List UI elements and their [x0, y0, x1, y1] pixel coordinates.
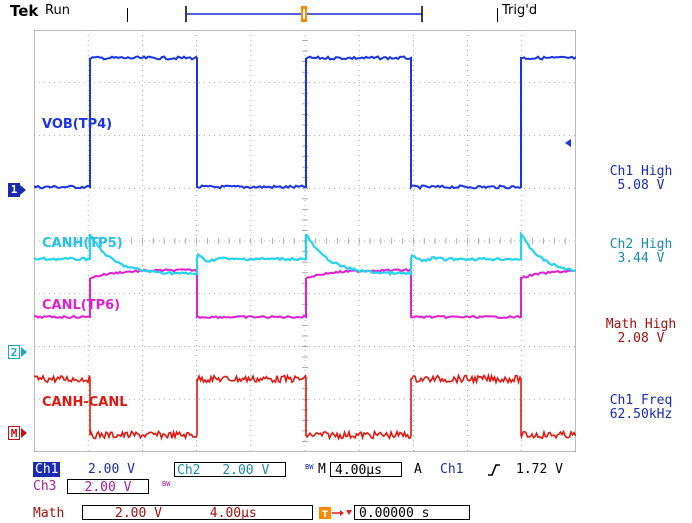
measurement-math-high: Math High 2.08 V — [586, 318, 692, 346]
measurement-value: 62.50kHz — [609, 407, 673, 422]
canl-waveform-label: CANL(TP6) — [42, 298, 120, 313]
math-readout[interactable]: 2.00 V 4.00µs — [82, 505, 313, 521]
bw-limit-icon: BW — [305, 463, 314, 471]
ch2-scale: 2.00 V — [222, 463, 270, 478]
record-position-indicator — [185, 6, 423, 22]
timebase-value[interactable]: 4.00µs — [330, 462, 402, 478]
ch1-ground-marker[interactable]: 1 — [8, 183, 20, 197]
measurement-ch1-freq: Ch1 Freq 62.50kHz — [586, 394, 692, 422]
math-waveform-label: CANH-CANL — [42, 395, 128, 410]
status-divider — [497, 8, 498, 22]
math-timebase: 4.00µs — [209, 506, 257, 521]
measurement-label: Ch1 Freq — [609, 393, 673, 408]
canh-waveform-label: CANH(TP5) — [42, 236, 123, 251]
status-bar: Tek Run Trig'd — [0, 0, 692, 30]
oscilloscope-display[interactable]: VOB(TP4) CANH(TP5) CANL(TP6) CANH-CANL — [34, 30, 576, 452]
status-divider — [127, 8, 128, 22]
measurement-value: 2.08 V — [617, 331, 665, 346]
ch2-marker-arrow — [21, 347, 27, 357]
brand-logo: Tek — [10, 2, 39, 20]
measurement-label: Ch2 High — [609, 237, 673, 252]
measurement-label: Math High — [605, 317, 677, 332]
math-marker-arrow — [21, 428, 27, 438]
math-ground-marker[interactable]: M — [8, 426, 20, 440]
ch1-waveform-label: VOB(TP4) — [42, 117, 112, 132]
waveforms — [34, 55, 576, 441]
math-label[interactable]: Math — [33, 506, 65, 521]
ch2-readout[interactable]: Ch2 2.00 V — [174, 462, 286, 478]
bw-limit-icon: BW — [162, 480, 171, 488]
ch1-waveform — [34, 55, 576, 191]
acquisition-status: Run — [45, 3, 70, 18]
ch1-scale: 2.00 V — [88, 462, 135, 477]
trigger-offset-value[interactable]: 0.00000 s — [354, 505, 470, 521]
timebase-label: M — [318, 462, 326, 477]
trigger-mode: A — [414, 462, 422, 477]
trigger-level-marker[interactable] — [565, 139, 571, 147]
trigger-offset-icon: T — [319, 507, 352, 520]
svg-text:T: T — [322, 510, 329, 520]
measurement-label: Ch1 High — [609, 164, 673, 179]
ch2-indicator: Ch2 — [177, 463, 201, 478]
measurement-value: 5.08 V — [617, 178, 665, 193]
ch3-scale[interactable]: 2.00 V — [67, 479, 149, 495]
measurement-value: 3.44 V — [617, 251, 665, 266]
ch1-indicator[interactable]: Ch1 — [33, 462, 61, 477]
trigger-status: Trig'd — [502, 3, 538, 18]
canh-waveform — [34, 230, 576, 277]
ch2-ground-marker[interactable]: 2 — [8, 345, 20, 359]
ch3-label[interactable]: Ch3 — [33, 479, 57, 494]
ch1-marker-arrow — [20, 185, 26, 195]
rising-edge-icon — [488, 464, 500, 476]
math-scale: 2.00 V — [115, 506, 162, 521]
measurement-ch1-high: Ch1 High 5.08 V — [586, 165, 692, 193]
canl-waveform — [34, 268, 576, 320]
measurement-ch2-high: Ch2 High 3.44 V — [586, 238, 692, 266]
math-waveform — [34, 372, 576, 441]
trigger-level: 1.72 V — [516, 462, 563, 477]
trigger-source: Ch1 — [440, 462, 464, 477]
